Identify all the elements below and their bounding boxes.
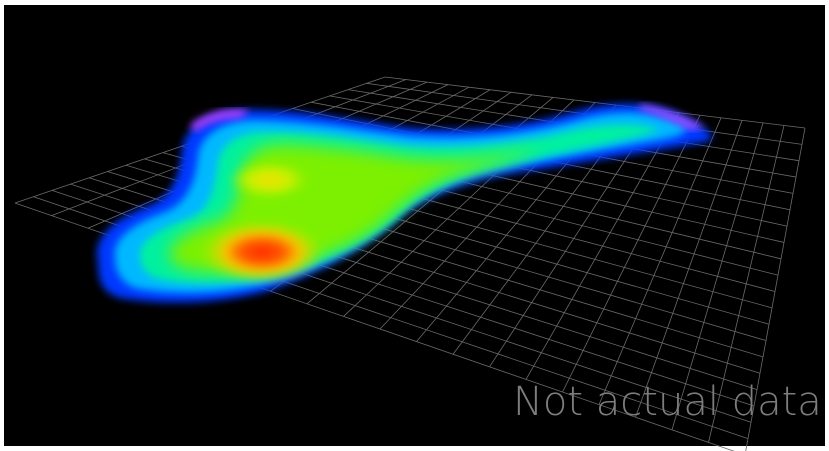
scene: Not actual data [0, 0, 829, 451]
watermark: Not actual data [513, 379, 822, 425]
page: Not actual data (() => { const data = JS… [0, 0, 829, 451]
